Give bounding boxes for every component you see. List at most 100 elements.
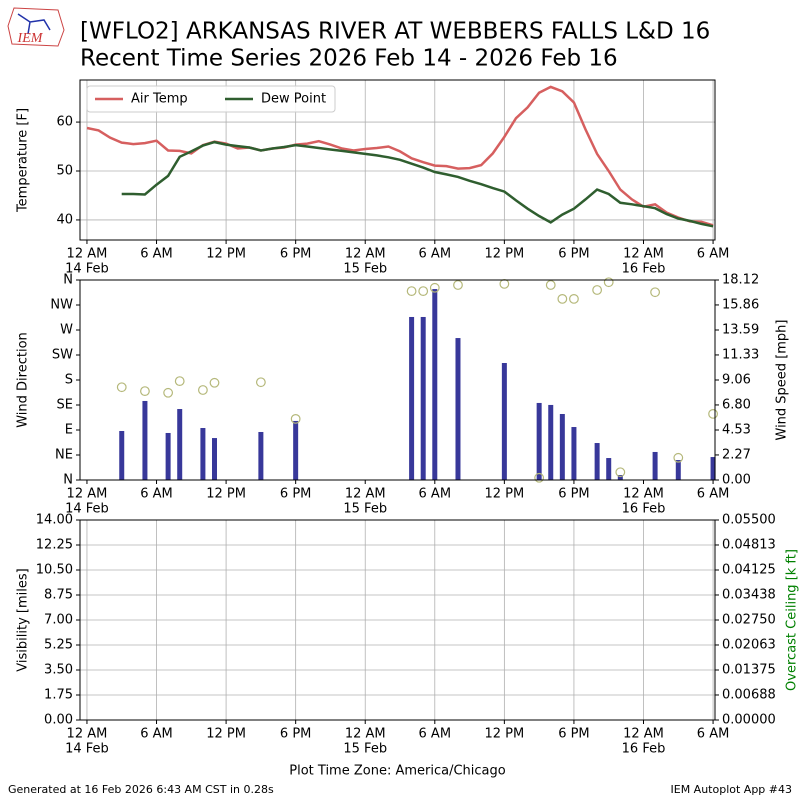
bar <box>409 316 415 480</box>
point <box>569 293 579 304</box>
bar <box>142 400 148 480</box>
x-tick-date: 15 Feb <box>343 262 387 277</box>
y-tick-label: 50 <box>56 164 73 179</box>
y2-tick-label: 6.80 <box>722 397 751 412</box>
point <box>557 293 568 304</box>
x-tick-label: 6 AM <box>697 487 730 502</box>
legend-label: Dew Point <box>261 92 326 107</box>
y-tick-label: 3.50 <box>44 663 73 678</box>
title-line: [WFLO2] ARKANSAS RIVER AT WEBBERS FALLS … <box>80 19 710 45</box>
y-tick-label: E <box>65 423 73 438</box>
bar <box>420 316 426 480</box>
y2-tick-label: 15.86 <box>722 297 759 312</box>
point <box>290 413 301 424</box>
y-tick-label: NW <box>50 298 73 313</box>
y-tick-label: W <box>60 323 73 338</box>
y-tick-label: 40 <box>56 212 73 227</box>
x-tick-date: 14 Feb <box>65 262 109 277</box>
y-tick-label: 14.00 <box>36 513 73 528</box>
bar <box>432 289 438 480</box>
logo-text: IEM <box>17 31 44 46</box>
legend-box <box>86 85 336 113</box>
footer-right: IEM Autoplot App #43 <box>671 783 793 796</box>
x-tick-date: 16 Feb <box>622 742 666 757</box>
bar <box>455 338 461 480</box>
y2-tick-label: 2.27 <box>722 447 751 462</box>
legend-label: Air Temp <box>131 92 188 107</box>
logo: IEM <box>7 7 65 47</box>
bar <box>617 475 623 480</box>
x-tick-label: 12 AM <box>67 727 108 742</box>
bar <box>559 413 565 480</box>
y2-tick-label: 18.12 <box>722 273 759 288</box>
y-tick-label: N <box>63 473 73 488</box>
x-tick-label: 6 AM <box>697 727 730 742</box>
line-series <box>86 85 714 227</box>
x-tick-label: 12 PM <box>206 247 246 262</box>
x-tick-label: 6 AM <box>140 247 173 262</box>
bar <box>675 460 681 480</box>
y2-tick-label: 0.00688 <box>722 687 776 702</box>
point <box>174 376 185 387</box>
y2-tick-label: 0.03438 <box>722 587 776 602</box>
y2-tick-label: 0.02750 <box>722 613 776 628</box>
point <box>650 287 660 298</box>
footer-left: Generated at 16 Feb 2026 6:43 AM CST in … <box>8 783 274 796</box>
bar <box>258 431 264 480</box>
y2-tick-label: 0.00 <box>722 473 751 488</box>
x-tick-date: 14 Feb <box>65 502 109 517</box>
y2-tick-label: 0.01375 <box>722 663 776 678</box>
y-tick-label: SE <box>57 398 73 413</box>
point <box>615 467 626 478</box>
bar <box>119 430 125 480</box>
y2-axis-label: Wind Speed [mph] <box>775 320 790 441</box>
bar <box>165 432 171 480</box>
y2-tick-label: 0.04125 <box>722 563 776 578</box>
y-axis-label: Wind Direction <box>16 332 31 428</box>
y-axis-label: Temperature [F] <box>16 108 31 213</box>
y-tick-label: 0.00 <box>44 713 73 728</box>
point <box>116 382 127 393</box>
point <box>603 277 614 288</box>
y-tick-label: NE <box>55 448 73 463</box>
point <box>453 280 463 290</box>
x-tick-date: 16 Feb <box>622 502 666 517</box>
point <box>708 408 718 419</box>
bar <box>606 458 612 480</box>
bar <box>211 438 217 480</box>
x-tick-label: 6 AM <box>140 487 173 502</box>
x-tick-label: 12 AM <box>345 727 386 742</box>
point <box>418 286 429 297</box>
point <box>534 472 545 483</box>
y2-tick-label: 0.02063 <box>722 637 776 652</box>
bar <box>501 363 507 480</box>
y2-tick-label: 13.59 <box>722 323 759 338</box>
point <box>209 377 220 388</box>
x-tick-label: 6 PM <box>558 247 589 262</box>
point <box>140 386 150 397</box>
x-tick-label: 12 AM <box>345 487 386 502</box>
x-tick-label: 12 AM <box>623 727 664 742</box>
x-tick-label: 6 AM <box>140 727 173 742</box>
y-tick-label: 7.00 <box>44 613 73 628</box>
bar <box>200 428 206 480</box>
x-tick-label: 12 PM <box>206 487 246 502</box>
x-tick-label: 12 AM <box>67 487 108 502</box>
y2-tick-label: 0.04813 <box>722 537 776 552</box>
x-tick-label: 6 AM <box>419 487 452 502</box>
point <box>673 452 684 463</box>
point <box>429 282 440 293</box>
y-tick-label: 1.75 <box>44 688 73 703</box>
y-axis-label: Visibility [miles] <box>16 568 31 671</box>
y2-tick-label: 9.06 <box>722 373 751 388</box>
bar <box>710 457 716 480</box>
x-tick-label: 12 PM <box>206 727 246 742</box>
x-tick-label: 12 PM <box>484 247 524 262</box>
y-tick-label: SW <box>52 348 73 363</box>
bar <box>293 420 299 480</box>
y-tick-label: 8.75 <box>44 588 73 603</box>
point <box>406 286 417 297</box>
x-tick-label: 6 AM <box>419 727 452 742</box>
y2-tick-label: 0.00000 <box>722 713 776 728</box>
